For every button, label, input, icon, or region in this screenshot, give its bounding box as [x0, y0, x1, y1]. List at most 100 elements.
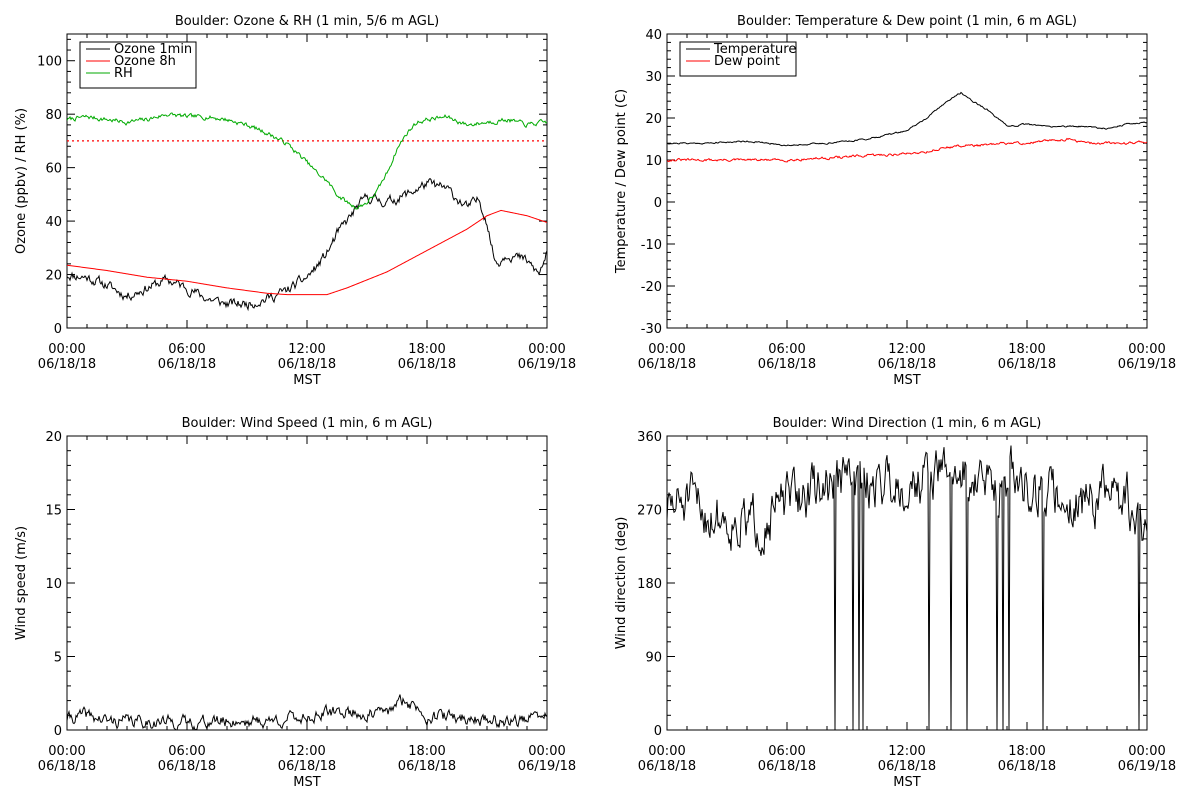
x-tick-label-time: 12:00: [288, 744, 325, 759]
y-tick-label: -30: [641, 322, 662, 337]
x-tick-label-date: 06/18/18: [878, 759, 936, 774]
x-tick-label-time: 18:00: [1008, 342, 1045, 357]
plot-data: [667, 91, 1147, 163]
x-tick-label-date: 06/19/18: [518, 759, 576, 774]
x-tick-label-time: 00:00: [528, 342, 565, 357]
x-tick-label-time: 18:00: [408, 744, 445, 759]
y-tick-label: 0: [54, 724, 62, 739]
ozone-rh-chart: Boulder: Ozone & RH (1 min, 5/6 m AGL)00…: [14, 14, 576, 388]
x-tick-label-date: 06/18/18: [998, 759, 1056, 774]
series-temperature: [667, 91, 1147, 147]
y-tick-label: 40: [45, 215, 62, 230]
x-tick-label-time: 00:00: [528, 744, 565, 759]
y-tick-label: 20: [45, 269, 62, 284]
x-axis-label: MST: [293, 373, 320, 388]
y-axis-label: Temperature / Dew point (C): [614, 89, 629, 274]
x-tick-label-date: 06/18/18: [758, 759, 816, 774]
x-tick-label-time: 06:00: [168, 342, 205, 357]
x-tick-label-date: 06/19/18: [518, 357, 576, 372]
y-tick-label: 90: [645, 651, 662, 666]
series-line: [667, 445, 1147, 730]
legend-label: Ozone 8h: [114, 54, 176, 69]
y-tick-label: 15: [45, 504, 62, 519]
y-tick-label: 0: [54, 322, 62, 337]
chart-title: Boulder: Temperature & Dew point (1 min,…: [737, 14, 1077, 29]
x-tick-label-time: 06:00: [768, 342, 805, 357]
x-tick-label-date: 06/18/18: [158, 759, 216, 774]
chart-title: Boulder: Ozone & RH (1 min, 5/6 m AGL): [175, 14, 439, 29]
x-tick-label-date: 06/18/18: [38, 357, 96, 372]
y-axis-label: Wind speed (m/s): [14, 526, 29, 640]
x-tick-label-date: 06/18/18: [638, 357, 696, 372]
series-dew-point: [667, 137, 1147, 163]
y-tick-label: 80: [45, 108, 62, 123]
y-axis-label: Ozone (ppbv) / RH (%): [14, 108, 29, 254]
x-tick-label-time: 12:00: [888, 342, 925, 357]
y-tick-label: -10: [641, 238, 662, 253]
x-tick-label-date: 06/18/18: [398, 357, 456, 372]
chart-title: Boulder: Wind Direction (1 min, 6 m AGL): [773, 416, 1042, 431]
x-tick-label-time: 06:00: [768, 744, 805, 759]
y-tick-label: 10: [45, 577, 62, 592]
x-tick-label-time: 18:00: [1008, 744, 1045, 759]
y-tick-label: 20: [45, 430, 62, 445]
y-tick-label: 30: [645, 70, 662, 85]
x-tick-label-time: 00:00: [1128, 744, 1165, 759]
y-tick-label: 20: [645, 112, 662, 127]
y-tick-label: 270: [637, 504, 662, 519]
legend-label: Dew point: [714, 54, 780, 69]
series-rh: [67, 112, 547, 210]
x-tick-label-time: 18:00: [408, 342, 445, 357]
legend-box: [679, 41, 797, 77]
series-line: [67, 694, 547, 730]
x-tick-label-date: 06/18/18: [158, 357, 216, 372]
x-tick-label-date: 06/18/18: [878, 357, 936, 372]
y-tick-label: 180: [637, 577, 662, 592]
x-axis-label: MST: [893, 373, 920, 388]
y-tick-label: 60: [45, 162, 62, 177]
legend-label: Ozone 1min: [114, 42, 192, 57]
y-tick-label: 100: [37, 55, 62, 70]
x-tick-label-time: 00:00: [648, 342, 685, 357]
y-tick-label: 0: [654, 196, 662, 211]
x-tick-label-date: 06/18/18: [38, 759, 96, 774]
x-tick-label-date: 06/18/18: [278, 357, 336, 372]
series-ozone-1min: [67, 177, 547, 312]
x-axis-label: MST: [293, 775, 320, 790]
x-tick-label-time: 00:00: [1128, 342, 1165, 357]
x-tick-label-time: 06:00: [168, 744, 205, 759]
x-tick-label-date: 06/18/18: [638, 759, 696, 774]
plot-data: [67, 112, 547, 312]
y-tick-label: 0: [654, 724, 662, 739]
x-tick-label-date: 06/19/18: [1118, 759, 1176, 774]
x-tick-label-time: 00:00: [48, 744, 85, 759]
x-tick-label-date: 06/18/18: [758, 357, 816, 372]
legend-label: Temperature: [713, 42, 796, 57]
legend-label: RH: [114, 66, 133, 81]
plot-data: [67, 694, 547, 730]
x-tick-label-date: 06/18/18: [398, 759, 456, 774]
y-tick-label: 360: [637, 430, 662, 445]
series-ozone-8h: [67, 209, 547, 296]
y-tick-label: 5: [54, 651, 62, 666]
x-axis-label: MST: [893, 775, 920, 790]
chart-title: Boulder: Wind Speed (1 min, 6 m AGL): [182, 416, 433, 431]
x-tick-label-time: 12:00: [888, 744, 925, 759]
x-tick-label-time: 00:00: [648, 744, 685, 759]
x-tick-label-date: 06/18/18: [998, 357, 1056, 372]
x-tick-label-date: 06/19/18: [1118, 357, 1176, 372]
temp-dewpoint-chart: Boulder: Temperature & Dew point (1 min,…: [614, 14, 1176, 388]
x-tick-label-time: 12:00: [288, 342, 325, 357]
x-tick-label-date: 06/18/18: [278, 759, 336, 774]
y-tick-label: 40: [645, 28, 662, 43]
wind-direction-chart: Boulder: Wind Direction (1 min, 6 m AGL)…: [614, 416, 1176, 790]
wind-speed-chart: Boulder: Wind Speed (1 min, 6 m AGL) 00:0…: [14, 416, 576, 790]
y-tick-label: 10: [645, 154, 662, 169]
plot-data: [667, 445, 1147, 730]
y-tick-label: -20: [641, 280, 662, 295]
legend-box: [79, 41, 197, 89]
